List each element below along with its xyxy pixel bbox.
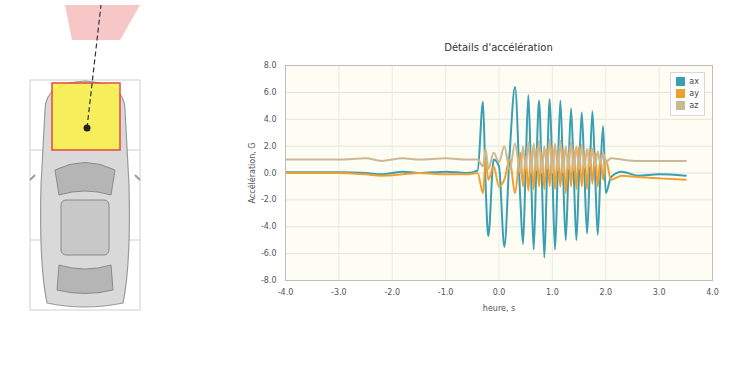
- html-text:ax: ax: [689, 77, 699, 86]
- svg-text:-4.0: -4.0: [278, 288, 294, 297]
- svg-text:0.0: 0.0: [493, 288, 506, 297]
- svg-text:-8.0: -8.0: [261, 276, 277, 285]
- svg-text:2.0: 2.0: [599, 288, 612, 297]
- svg-text:3.0: 3.0: [653, 288, 666, 297]
- svg-text:-1.0: -1.0: [438, 288, 454, 297]
- html-text:az: az: [689, 101, 699, 110]
- svg-text:Accélération, G: Accélération, G: [247, 143, 257, 204]
- svg-text:6.0: 6.0: [264, 88, 277, 97]
- svg-text:0.0: 0.0: [264, 169, 277, 178]
- svg-text:8.0: 8.0: [264, 61, 277, 70]
- svg-text:4.0: 4.0: [264, 115, 277, 124]
- svg-text:-6.0: -6.0: [261, 249, 277, 258]
- svg-text:4.0: 4.0: [706, 288, 719, 297]
- svg-text:2.0: 2.0: [264, 142, 277, 151]
- svg-text:1.0: 1.0: [546, 288, 559, 297]
- html-text:ay: ay: [689, 89, 699, 98]
- svg-text:-2.0: -2.0: [261, 195, 277, 204]
- svg-text:-3.0: -3.0: [331, 288, 347, 297]
- svg-text:-2.0: -2.0: [384, 288, 400, 297]
- html-text:Détails d'accélération: Détails d'accélération: [444, 42, 553, 53]
- svg-text:-4.0: -4.0: [261, 222, 277, 231]
- svg-text:heure, s: heure, s: [483, 304, 515, 313]
